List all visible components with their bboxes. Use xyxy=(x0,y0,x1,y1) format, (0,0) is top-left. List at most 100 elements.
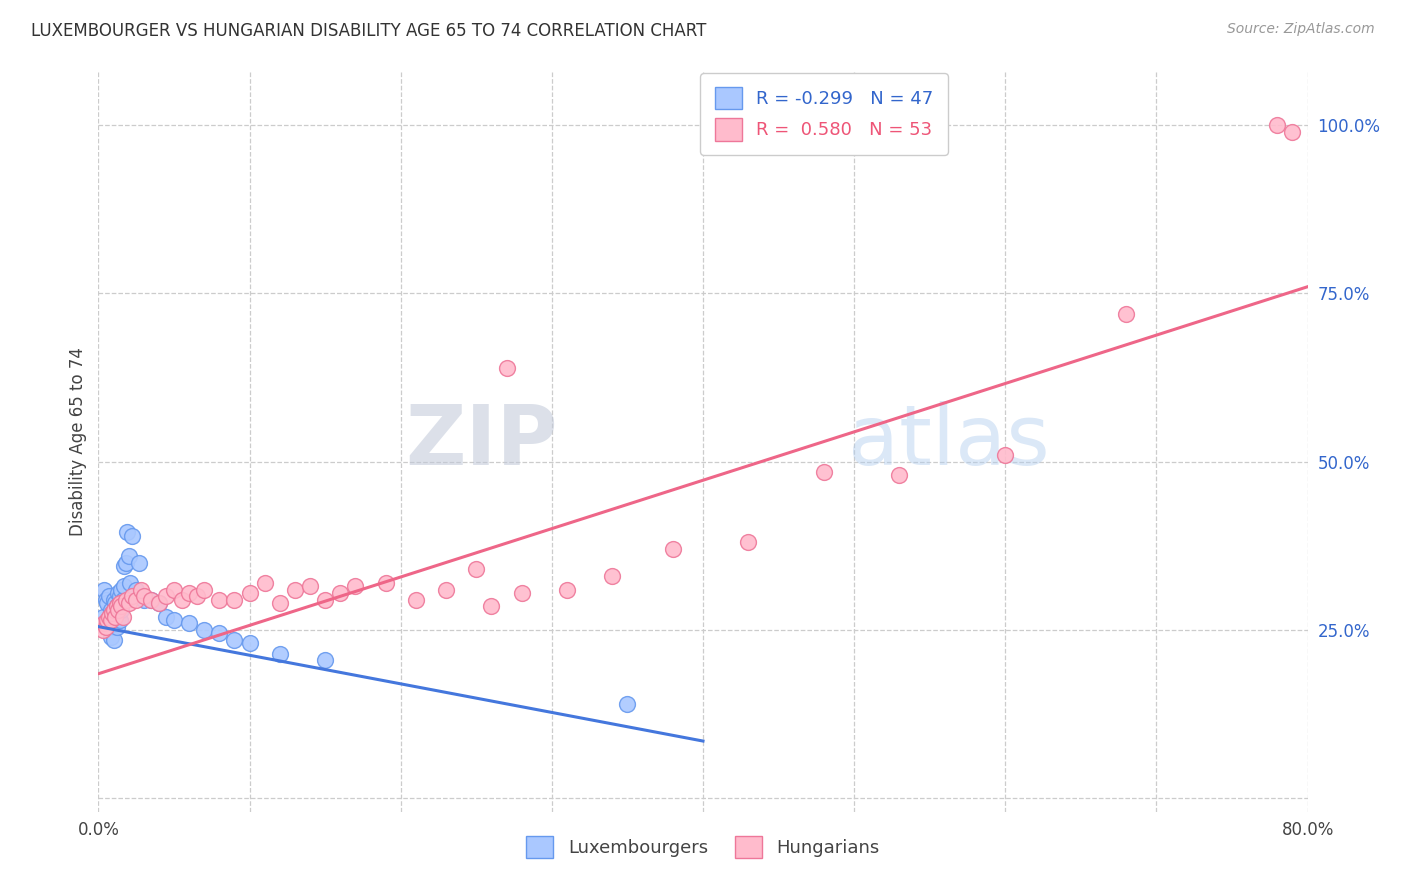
Point xyxy=(107,603,129,617)
Point xyxy=(98,616,121,631)
Point xyxy=(314,592,336,607)
Point xyxy=(208,626,231,640)
Point xyxy=(112,579,135,593)
Point xyxy=(208,592,231,607)
Point xyxy=(114,592,136,607)
Point xyxy=(110,599,132,614)
Point xyxy=(108,590,131,604)
Point xyxy=(224,633,246,648)
Point xyxy=(93,582,115,597)
Point xyxy=(344,579,367,593)
Point xyxy=(103,603,125,617)
Point xyxy=(813,465,835,479)
Point xyxy=(374,575,396,590)
Point xyxy=(100,630,122,644)
Point xyxy=(111,592,134,607)
Point xyxy=(94,620,117,634)
Point xyxy=(737,535,759,549)
Point xyxy=(148,596,170,610)
Point xyxy=(125,582,148,597)
Point xyxy=(1267,118,1289,132)
Point xyxy=(121,529,143,543)
Point xyxy=(91,609,114,624)
Point xyxy=(1115,307,1137,321)
Point xyxy=(269,596,291,610)
Point xyxy=(96,620,118,634)
Point xyxy=(481,599,503,614)
Point xyxy=(661,542,683,557)
Point xyxy=(101,606,124,620)
Point xyxy=(104,616,127,631)
Point xyxy=(170,592,193,607)
Point xyxy=(107,586,129,600)
Point xyxy=(101,606,124,620)
Point xyxy=(269,647,291,661)
Point xyxy=(163,613,186,627)
Point xyxy=(103,613,125,627)
Point xyxy=(105,599,128,614)
Point xyxy=(465,562,488,576)
Point xyxy=(114,556,136,570)
Point xyxy=(616,697,638,711)
Point xyxy=(299,579,322,593)
Point xyxy=(98,590,121,604)
Point xyxy=(179,586,201,600)
Point xyxy=(118,549,141,563)
Point xyxy=(155,609,177,624)
Point xyxy=(141,592,163,607)
Point xyxy=(110,603,132,617)
Point xyxy=(120,575,142,590)
Point xyxy=(125,592,148,607)
Point xyxy=(405,592,427,607)
Point xyxy=(224,592,246,607)
Point xyxy=(186,590,208,604)
Point xyxy=(103,633,125,648)
Text: ZIP: ZIP xyxy=(405,401,558,482)
Point xyxy=(94,592,117,607)
Point xyxy=(994,448,1017,462)
Text: atlas: atlas xyxy=(848,401,1050,482)
Point xyxy=(132,590,155,604)
Y-axis label: Disability Age 65 to 74: Disability Age 65 to 74 xyxy=(69,347,87,536)
Point xyxy=(101,620,124,634)
Point xyxy=(193,623,215,637)
Point xyxy=(110,582,132,597)
Point xyxy=(495,360,517,375)
Point xyxy=(105,620,128,634)
Point xyxy=(107,609,129,624)
Point xyxy=(118,596,141,610)
Point xyxy=(148,596,170,610)
Point xyxy=(253,575,276,590)
Point xyxy=(155,590,177,604)
Point xyxy=(1281,125,1303,139)
Point xyxy=(163,582,186,597)
Point xyxy=(179,616,201,631)
Point xyxy=(239,586,262,600)
Point xyxy=(129,582,152,597)
Point xyxy=(193,582,215,597)
Point xyxy=(108,613,131,627)
Point xyxy=(111,609,134,624)
Point xyxy=(555,582,578,597)
Point xyxy=(284,582,307,597)
Text: LUXEMBOURGER VS HUNGARIAN DISABILITY AGE 65 TO 74 CORRELATION CHART: LUXEMBOURGER VS HUNGARIAN DISABILITY AGE… xyxy=(31,22,706,40)
Point xyxy=(434,582,457,597)
Legend: Luxembourgers, Hungarians: Luxembourgers, Hungarians xyxy=(519,830,887,865)
Point xyxy=(91,623,114,637)
Point xyxy=(121,590,143,604)
Point xyxy=(128,556,150,570)
Point xyxy=(329,586,352,600)
Point xyxy=(314,653,336,667)
Point xyxy=(112,559,135,574)
Point xyxy=(98,609,121,624)
Point xyxy=(602,569,624,583)
Point xyxy=(96,596,118,610)
Point xyxy=(93,616,115,631)
Point xyxy=(132,592,155,607)
Point xyxy=(105,599,128,614)
Point xyxy=(115,525,138,540)
Point xyxy=(510,586,533,600)
Point xyxy=(104,596,127,610)
Point xyxy=(141,592,163,607)
Point xyxy=(108,596,131,610)
